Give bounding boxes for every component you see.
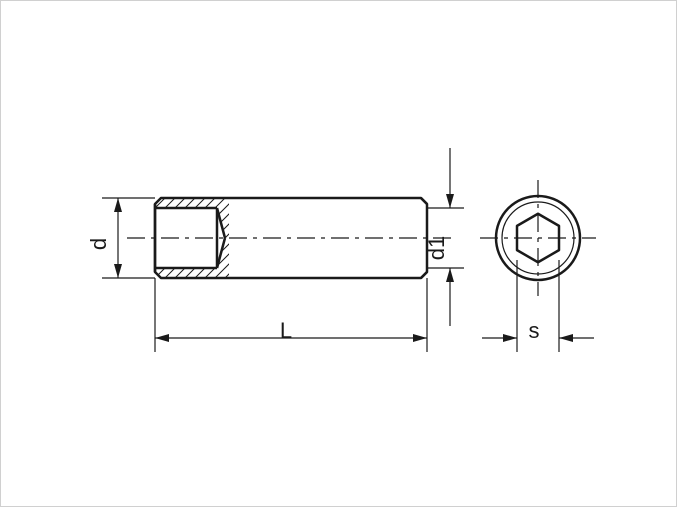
arrowhead: [114, 264, 122, 278]
tip-chamfer-bot: [421, 272, 427, 278]
arrowhead: [413, 334, 427, 342]
technical-drawing: d d1 Ls: [0, 0, 677, 507]
arrowhead: [446, 268, 454, 282]
canvas-border: [1, 1, 677, 507]
arrowhead: [114, 198, 122, 212]
d-label: d: [86, 238, 111, 250]
d1-label: d1: [424, 236, 449, 260]
L-label: L: [280, 318, 292, 343]
tip-chamfer-top: [421, 198, 427, 204]
arrowhead: [155, 334, 169, 342]
arrowhead: [446, 194, 454, 208]
arrowhead: [559, 334, 573, 342]
s-label: s: [529, 318, 540, 343]
arrowhead: [503, 334, 517, 342]
